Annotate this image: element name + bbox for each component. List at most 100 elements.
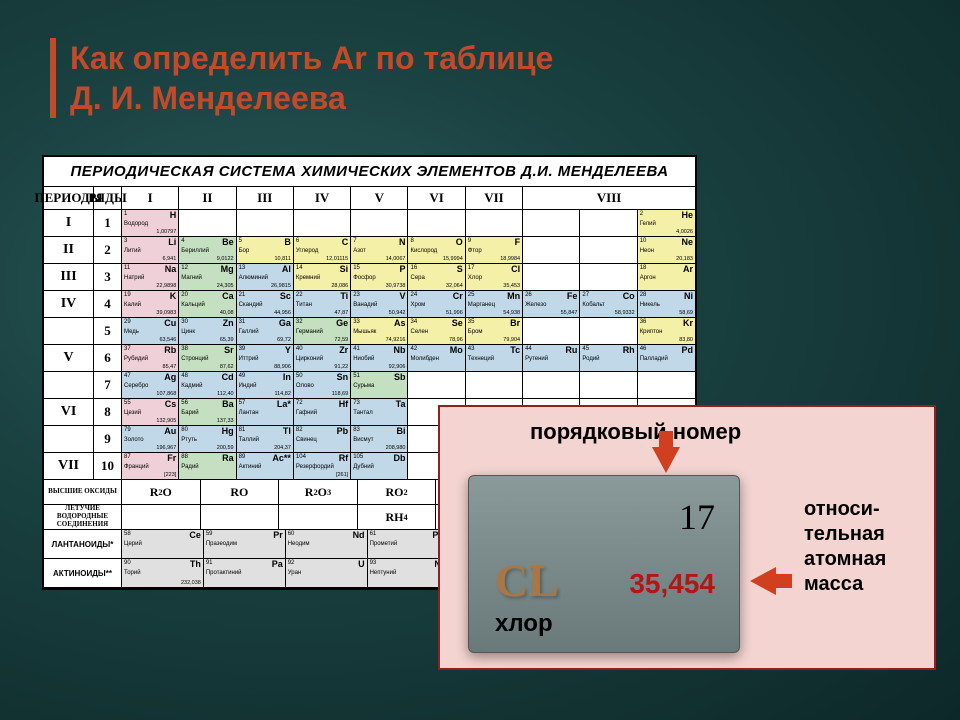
element-cell: 34SeСелен78,96 — [408, 318, 465, 344]
title-line1: Как определить Ar по таблице — [70, 38, 553, 78]
hdr-rows: РЯДЫ — [94, 187, 122, 209]
hdr-periods: ПЕРИОДЫ — [44, 187, 94, 209]
element-cell — [466, 372, 523, 398]
element-cell: 13AlАлюминий26,9815 — [237, 264, 294, 290]
oxide-formula — [201, 505, 280, 529]
ptable-row: 529CuМедь63,54630ZnЦинк65,3931GaГаллий69… — [44, 318, 695, 345]
label-atomic-mass: относи-тельная атомная масса — [804, 497, 924, 597]
title-line2: Д. И. Менделеева — [70, 78, 553, 118]
series-element: 92UУран — [286, 559, 368, 587]
period-label: VII — [44, 453, 94, 479]
element-cell: 15PФосфор30,9738 — [351, 264, 408, 290]
element-cell — [638, 372, 695, 398]
oxide-formula: RH4 — [358, 505, 437, 529]
ptable-title: ПЕРИОДИЧЕСКАЯ СИСТЕМА ХИМИЧЕСКИХ ЭЛЕМЕНТ… — [44, 157, 695, 187]
element-cell: 24CrХром51,996 — [408, 291, 465, 317]
element-cell: 88RaРадий — [179, 453, 236, 479]
element-cell: 23VВанадий50,942 — [351, 291, 408, 317]
period-label: II — [44, 237, 94, 263]
element-cell: 4BeБериллий9,0122 — [179, 237, 236, 263]
element-cell — [466, 210, 523, 236]
series-element: 58CeЦерий — [122, 530, 204, 558]
element-cell: 25MnМарганец54,938 — [466, 291, 523, 317]
grp-7: VII — [466, 187, 523, 209]
label-atomic-number: порядковый номер — [530, 419, 741, 445]
element-cell — [408, 372, 465, 398]
element-cell: 26FeЖелезо55,847 — [523, 291, 580, 317]
element-name: хлор — [495, 610, 553, 638]
period-label: I — [44, 210, 94, 236]
element-cell: 32GeГерманий72,59 — [294, 318, 351, 344]
ptable-row: IV419KКалий39,098320CaКальций40,0821ScСк… — [44, 291, 695, 318]
element-cell: 83BiВисмут208,980 — [351, 426, 408, 452]
element-cell: 33AsМышьяк74,9216 — [351, 318, 408, 344]
element-cell: 51SbСурьма — [351, 372, 408, 398]
element-cell — [523, 318, 580, 344]
element-cell — [580, 210, 637, 236]
element-cell — [523, 372, 580, 398]
element-cell: 43TcТехнеций — [466, 345, 523, 371]
element-cell — [523, 264, 580, 290]
row-label: 3 — [94, 264, 122, 290]
element-cell: 16SСера32,064 — [408, 264, 465, 290]
slide-title: Как определить Ar по таблице Д. И. Менде… — [70, 38, 553, 118]
element-cell: 41NbНиобий92,906 — [351, 345, 408, 371]
element-cell: 81TlТаллий204,37 — [237, 426, 294, 452]
oxide-label: ЛЕТУЧИЕ ВОДОРОДНЫЕ СОЕДИНЕНИЯ — [44, 505, 122, 529]
element-cell: 72HfГафний — [294, 399, 351, 425]
element-cell: 9FФтор18,9984 — [466, 237, 523, 263]
element-mass: 35,454 — [629, 568, 715, 600]
period-label — [44, 426, 94, 452]
element-cell: 39YИттрий88,906 — [237, 345, 294, 371]
oxide-formula — [279, 505, 358, 529]
element-cell: 10NeНеон20,183 — [638, 237, 695, 263]
element-cell — [523, 237, 580, 263]
element-cell: 12MgМагний24,305 — [179, 264, 236, 290]
element-symbol: CL — [495, 554, 559, 607]
series-label: ЛАНТАНОИДЫ* — [44, 530, 122, 558]
oxide-formula: RO2 — [358, 480, 437, 504]
element-cell: 48CdКадмий112,40 — [179, 372, 236, 398]
element-tile: 17 CL 35,454 хлор — [468, 475, 740, 653]
element-cell: 40ZrЦирконий91,22 — [294, 345, 351, 371]
ptable-row: II23LiЛитий6,9414BeБериллий9,01225BБор10… — [44, 237, 695, 264]
element-cell: 82PbСвинец — [294, 426, 351, 452]
element-cell — [237, 210, 294, 236]
oxide-label: ВЫСШИЕ ОКСИДЫ — [44, 480, 122, 504]
series-element: 60NdНеодим — [286, 530, 368, 558]
element-cell: 35BrБром79,904 — [466, 318, 523, 344]
grp-8: VIII — [523, 187, 695, 209]
row-label: 10 — [94, 453, 122, 479]
row-label: 9 — [94, 426, 122, 452]
period-label — [44, 372, 94, 398]
element-cell: 29CuМедь63,546 — [122, 318, 179, 344]
accent-bar — [50, 38, 56, 118]
element-cell: 79AuЗолото196,967 — [122, 426, 179, 452]
element-cell: 11NaНатрий22,9898 — [122, 264, 179, 290]
element-cell: 47AgСеребро107,868 — [122, 372, 179, 398]
element-cell: 36KrКриптон83,80 — [638, 318, 695, 344]
grp-1: I — [122, 187, 179, 209]
row-label: 5 — [94, 318, 122, 344]
arrow-left-icon — [750, 567, 776, 595]
period-label: V — [44, 345, 94, 371]
element-cell: 19KКалий39,0983 — [122, 291, 179, 317]
grp-4: IV — [294, 187, 351, 209]
element-cell: 5BБор10,811 — [237, 237, 294, 263]
oxide-formula: R2O3 — [279, 480, 358, 504]
element-cell — [580, 264, 637, 290]
element-cell: 17ClХлор35,453 — [466, 264, 523, 290]
row-label: 8 — [94, 399, 122, 425]
element-cell: 87FrФранций[223] — [122, 453, 179, 479]
row-label: 4 — [94, 291, 122, 317]
row-label: 2 — [94, 237, 122, 263]
element-cell: 55CsЦезий132,905 — [122, 399, 179, 425]
grp-6: VI — [408, 187, 465, 209]
element-cell — [408, 210, 465, 236]
element-cell: 8OКислород15,9994 — [408, 237, 465, 263]
ptable-row: I11HВодород1,007972HeГелий4,0026 — [44, 210, 695, 237]
series-label: АКТИНОИДЫ** — [44, 559, 122, 587]
element-cell — [523, 210, 580, 236]
element-cell: 73TaТантал — [351, 399, 408, 425]
period-label: VI — [44, 399, 94, 425]
